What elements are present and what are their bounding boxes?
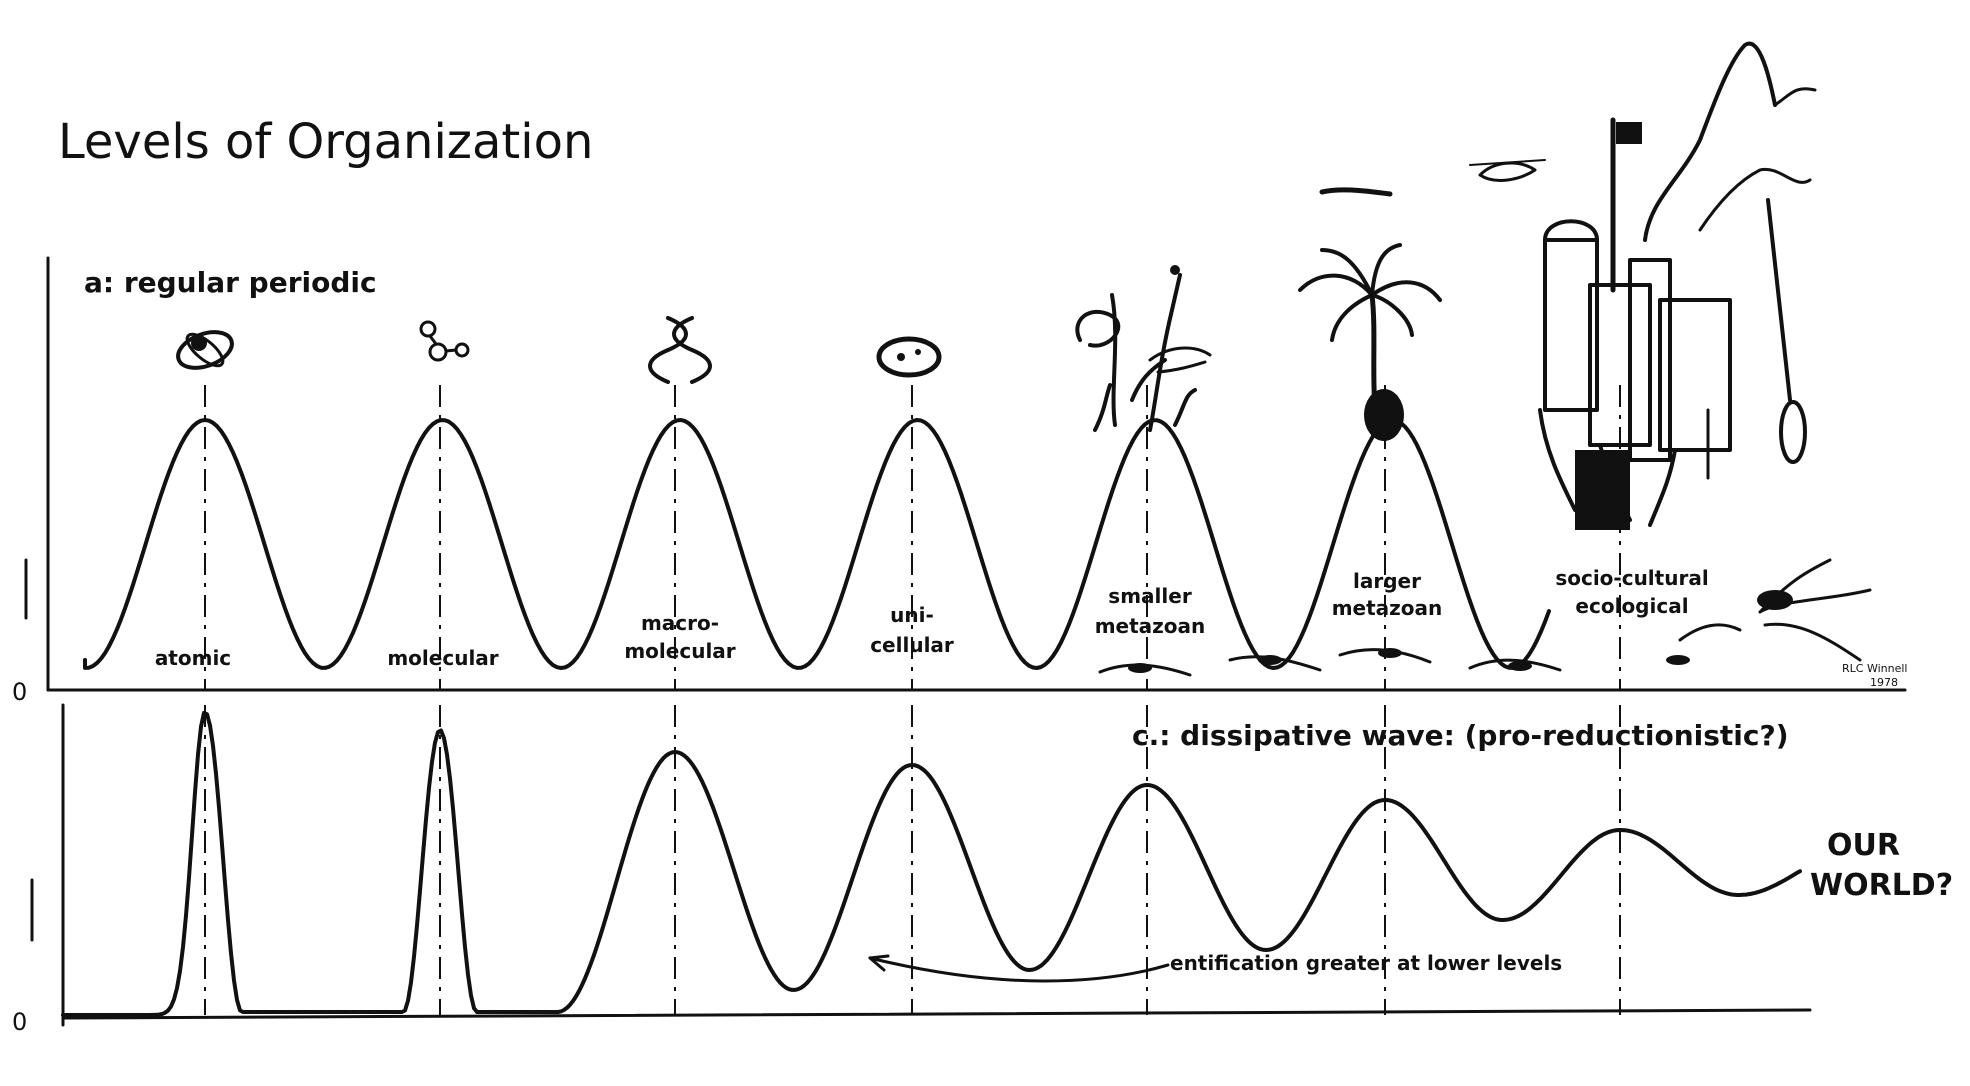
palm-tree-icon [1298, 187, 1442, 441]
annotation-text: entification greater at lower levels [1170, 951, 1562, 975]
molecule-icon [419, 320, 470, 362]
periodic-wave [83, 418, 1551, 670]
level-label-socio: socio-cultural [1555, 566, 1708, 590]
our-world-label-1: OUR [1827, 828, 1900, 863]
city-icon [1469, 41, 1817, 530]
panel-c-zero-label: 0 [12, 1008, 27, 1036]
atom-icon [176, 330, 234, 370]
panel-a-label: a: regular periodic [84, 266, 377, 299]
dissipative-wave [61, 710, 1802, 1017]
panel-c-level-lines [204, 705, 1621, 1015]
annotation-arrow [868, 956, 1170, 983]
level-label-socio-2: ecological [1575, 594, 1688, 618]
panel-c-x-axis [61, 1008, 1812, 1020]
insects-icon [1098, 558, 1872, 677]
panel-a-level-labels: atomic molecular macro- molecular uni- c… [155, 566, 1709, 670]
signature-name: RLC Winnell [1842, 662, 1907, 675]
plants-icon [1075, 265, 1212, 432]
panel-c-label: c.: dissipative wave: (pro-reductionisti… [1132, 719, 1789, 752]
level-label-smaller-2: metazoan [1095, 614, 1206, 638]
level-label-atomic: atomic [155, 646, 231, 670]
signature-year: 1978 [1870, 676, 1898, 689]
level-label-larger: larger [1353, 569, 1421, 593]
level-label-macro: macro- [641, 611, 719, 635]
level-label-molecular: molecular [387, 646, 498, 670]
annotation-arrowhead [868, 954, 890, 972]
diagram-title: Levels of Organization [58, 114, 593, 170]
panel-a-zero-label: 0 [12, 678, 27, 706]
level-label-larger-2: metazoan [1332, 596, 1443, 620]
cell-icon [876, 336, 942, 378]
level-label-uni: uni- [890, 603, 934, 627]
level-label-macro-2: molecular [624, 639, 735, 663]
our-world-label-2: WORLD? [1810, 868, 1953, 903]
dna-helix-icon [648, 316, 712, 384]
level-label-smaller: smaller [1108, 584, 1192, 608]
level-label-uni-2: cellular [870, 633, 954, 657]
